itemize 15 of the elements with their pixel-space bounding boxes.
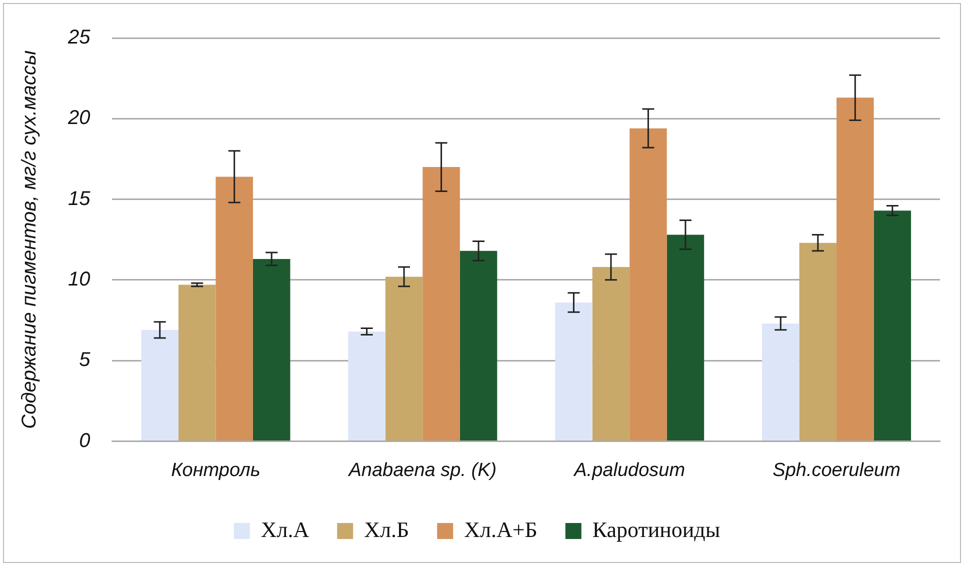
y-tick-label: 20 <box>66 107 90 130</box>
y-axis-title: Содержание пигментов, мг/г сух.массы <box>18 50 41 429</box>
y-tick-label: 0 <box>79 430 90 452</box>
y-tick-label: 10 <box>68 268 90 290</box>
legend-label: Хл.А <box>260 516 310 542</box>
legend-label: Хл.Б <box>364 516 410 542</box>
y-tick-label: 5 <box>79 349 92 372</box>
y-tick-label: 15 <box>68 188 92 210</box>
x-tick-label: Anabaena sp. (K) <box>348 460 497 481</box>
x-tick-label: Контроль <box>171 460 260 481</box>
y-tick-label: 25 <box>66 26 92 49</box>
legend-label: Хл.А+Б <box>464 516 538 542</box>
legend-label: Каротиноиды <box>592 516 720 542</box>
x-tick-label: A.paludosum <box>573 460 686 481</box>
x-tick-label: Sph.coeruleum <box>772 460 900 481</box>
